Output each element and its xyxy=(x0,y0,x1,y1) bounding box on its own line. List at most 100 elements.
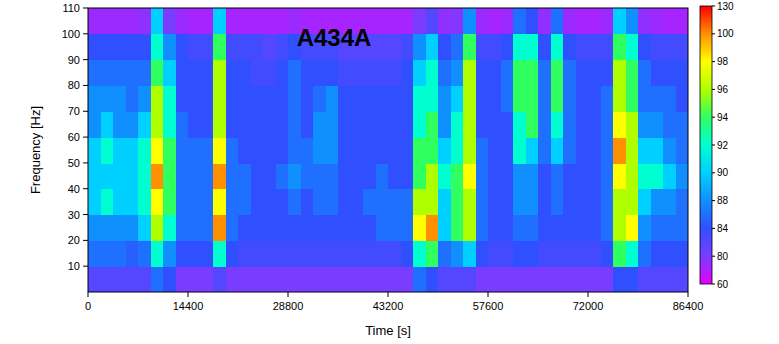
cell xyxy=(126,85,139,111)
cell xyxy=(588,266,601,292)
y-tick-label: 110 xyxy=(62,2,80,14)
colorbar-tick-label: 80 xyxy=(717,251,729,262)
cell xyxy=(551,266,564,292)
cell xyxy=(501,189,514,215)
cell xyxy=(126,60,139,86)
cell xyxy=(563,137,576,163)
cell xyxy=(363,111,376,137)
cell xyxy=(238,111,251,137)
cell xyxy=(563,189,576,215)
cell xyxy=(188,111,201,137)
cell xyxy=(301,85,314,111)
cell xyxy=(176,60,189,86)
cell xyxy=(276,85,289,111)
cell xyxy=(451,85,464,111)
cell xyxy=(138,85,151,111)
cell xyxy=(88,240,101,266)
y-tick xyxy=(83,240,88,241)
cell xyxy=(563,85,576,111)
cell xyxy=(526,240,539,266)
cell xyxy=(288,163,301,189)
cell xyxy=(526,137,539,163)
cell xyxy=(438,215,451,241)
cell xyxy=(213,215,226,241)
title: A434A xyxy=(297,24,372,51)
cell xyxy=(201,60,214,86)
cell xyxy=(126,215,139,241)
cell xyxy=(188,163,201,189)
cell xyxy=(338,163,351,189)
y-tick xyxy=(83,59,88,60)
cell xyxy=(451,163,464,189)
cell xyxy=(276,34,289,60)
cell xyxy=(151,163,164,189)
x-tick xyxy=(688,292,689,297)
cell xyxy=(263,266,276,292)
cell xyxy=(488,111,501,137)
cell xyxy=(413,240,426,266)
cell xyxy=(313,240,326,266)
cell xyxy=(526,85,539,111)
cell xyxy=(463,85,476,111)
cell xyxy=(226,240,239,266)
colorbar-tick xyxy=(712,228,715,229)
cell xyxy=(313,266,326,292)
cell xyxy=(663,240,676,266)
y-tick-label: 70 xyxy=(68,105,80,117)
cell xyxy=(263,60,276,86)
cell xyxy=(138,189,151,215)
cell xyxy=(663,85,676,111)
cell xyxy=(463,111,476,137)
x-tick-label: 72000 xyxy=(573,300,604,312)
cell xyxy=(263,8,276,34)
cell xyxy=(213,60,226,86)
cell xyxy=(588,163,601,189)
cell xyxy=(376,215,389,241)
y-axis-title: Frequency [Hz] xyxy=(28,106,43,194)
cell xyxy=(276,111,289,137)
cell xyxy=(201,189,214,215)
cell xyxy=(426,34,439,60)
cell xyxy=(151,137,164,163)
cell xyxy=(576,34,589,60)
cell xyxy=(326,215,339,241)
cell xyxy=(88,60,101,86)
cell xyxy=(226,266,239,292)
cell xyxy=(351,60,364,86)
cell xyxy=(663,111,676,137)
cell xyxy=(601,163,614,189)
y-tick xyxy=(83,214,88,215)
cell xyxy=(101,266,114,292)
cell xyxy=(451,111,464,137)
cell xyxy=(376,189,389,215)
cell xyxy=(126,111,139,137)
cell xyxy=(426,137,439,163)
cell xyxy=(576,215,589,241)
cell xyxy=(363,137,376,163)
cell xyxy=(676,34,689,60)
cell xyxy=(463,240,476,266)
cell xyxy=(163,163,176,189)
cell xyxy=(151,189,164,215)
cell xyxy=(376,111,389,137)
cell xyxy=(376,240,389,266)
cell xyxy=(101,137,114,163)
cell xyxy=(388,137,401,163)
cell xyxy=(638,215,651,241)
cell xyxy=(626,240,639,266)
cell xyxy=(538,111,551,137)
cell xyxy=(638,189,651,215)
cell xyxy=(488,163,501,189)
cell xyxy=(213,34,226,60)
cell xyxy=(488,8,501,34)
cell xyxy=(288,111,301,137)
cell xyxy=(126,137,139,163)
cell xyxy=(513,240,526,266)
cell xyxy=(88,8,101,34)
cell xyxy=(676,215,689,241)
cell xyxy=(101,240,114,266)
cell xyxy=(576,60,589,86)
colorbar-tick xyxy=(712,89,715,90)
cell xyxy=(276,189,289,215)
cell xyxy=(363,189,376,215)
